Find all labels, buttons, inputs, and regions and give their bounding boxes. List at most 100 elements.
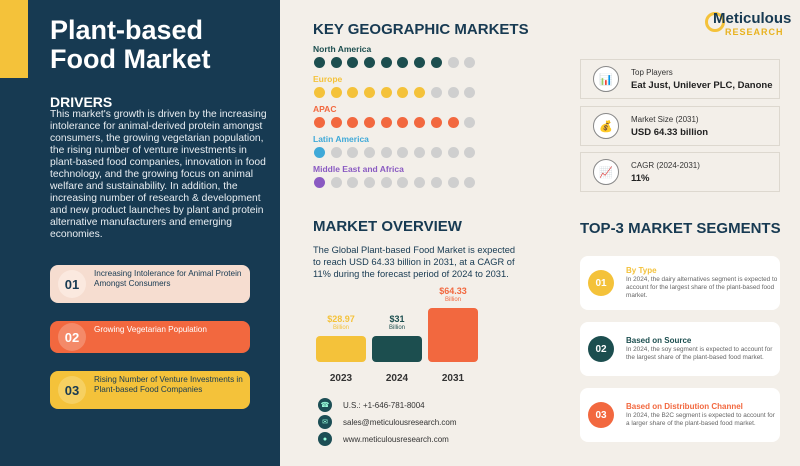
filled-dot	[347, 117, 359, 128]
filled-dot	[314, 177, 325, 188]
filled-dot	[347, 87, 359, 98]
segment-number: 02	[588, 336, 614, 362]
filled-dot	[380, 117, 392, 128]
segment-title: Based on Source	[626, 336, 692, 345]
contact-email[interactable]: ✉ sales@meticulousresearch.com	[318, 415, 457, 429]
bar-2023	[316, 336, 366, 362]
driver-card: 03 Rising Number of Venture Investments …	[50, 371, 250, 409]
info-value: USD 64.33 billion	[631, 126, 709, 138]
empty-dot	[347, 147, 359, 158]
info-label: Top Players	[631, 67, 673, 77]
filled-dot	[314, 57, 325, 68]
segment-title: By Type	[626, 266, 657, 275]
empty-dot	[430, 147, 442, 158]
filled-dot	[380, 87, 392, 98]
filled-dot	[380, 57, 392, 68]
empty-dot	[397, 147, 409, 158]
segment-title: Based on Distribution Channel	[626, 402, 743, 411]
contact-text[interactable]: www.meticulousresearch.com	[343, 434, 449, 444]
contact-phone: ☎ U.S.: +1-646-781-8004	[318, 398, 425, 412]
globe-icon: ●	[318, 432, 332, 446]
bar-value: $31	[389, 313, 405, 324]
empty-dot	[447, 147, 459, 158]
page-title: Plant-based Food Market	[50, 15, 211, 74]
filled-dot	[397, 57, 409, 68]
bar-value: $64.33	[439, 286, 467, 296]
empty-dot	[414, 147, 426, 158]
filled-dot	[397, 87, 409, 98]
empty-dot	[414, 177, 426, 188]
filled-dot	[330, 87, 342, 98]
overview-heading: MARKET OVERVIEW	[313, 218, 462, 235]
segment-text: In 2024, the soy segment is expected to …	[626, 346, 773, 361]
filled-dot	[364, 57, 376, 68]
info-label: CAGR (2024-2031)	[631, 160, 700, 170]
segment-text: In 2024, the dairy alternatives segment …	[626, 276, 778, 299]
bar-unit: Billion	[332, 325, 349, 331]
segment-card: 01 By Type In 2024, the dairy alternative…	[580, 256, 780, 310]
drivers-text: This market's growth is driven by the in…	[50, 109, 267, 240]
bar-value-label: $31 Billion	[367, 313, 427, 333]
phone-icon: ☎	[318, 398, 332, 412]
region-dots	[314, 147, 476, 158]
info-top-players: 📊 Top Players Eat Just, Unilever PLC, Dan…	[580, 59, 780, 99]
logo-name: Meticulous	[713, 10, 792, 27]
money-bag-icon: 💰	[593, 113, 619, 139]
filled-dot	[314, 117, 325, 128]
empty-dot	[464, 117, 476, 128]
driver-number: 02	[58, 323, 86, 351]
region-dots	[314, 87, 476, 98]
filled-dot	[364, 117, 376, 128]
filled-dot	[347, 57, 359, 68]
logo: Meticulous RESEARCH	[705, 10, 795, 37]
filled-dot	[414, 57, 426, 68]
geo-heading: KEY GEOGRAPHIC MARKETS	[313, 21, 529, 38]
region-dots	[314, 117, 476, 128]
empty-dot	[447, 57, 459, 68]
segment-card: 02 Based on Source In 2024, the soy segme…	[580, 322, 780, 376]
filled-dot	[414, 117, 426, 128]
segments-heading: TOP-3 MARKET SEGMENTS	[580, 220, 781, 237]
email-icon: ✉	[318, 415, 332, 429]
logo-sub: RESEARCH	[725, 27, 784, 37]
empty-dot	[430, 87, 442, 98]
driver-card: 02 Growing Vegetarian Population	[50, 321, 250, 353]
driver-number: 03	[58, 376, 86, 404]
driver-text: Growing Vegetarian Population	[94, 325, 207, 334]
magnifier-icon	[705, 12, 725, 32]
bar-value-label: $28.97 Billion	[311, 315, 371, 333]
empty-dot	[364, 147, 376, 158]
filled-dot	[430, 117, 442, 128]
bar-value: $28.97	[327, 314, 355, 324]
empty-dot	[447, 87, 459, 98]
empty-dot	[464, 57, 476, 68]
driver-text: Increasing Intolerance for Animal Protei…	[94, 269, 242, 288]
region-label: Middle East and Africa	[313, 164, 404, 174]
driver-card: 01 Increasing Intolerance for Animal Pro…	[50, 265, 250, 303]
empty-dot	[380, 147, 392, 158]
contact-website[interactable]: ● www.meticulousresearch.com	[318, 432, 449, 446]
region-dots	[314, 177, 476, 188]
region-label: Europe	[313, 74, 343, 84]
growth-chart-icon: 📈	[593, 159, 619, 185]
filled-dot	[330, 117, 342, 128]
empty-dot	[364, 177, 376, 188]
bar-unit: Billion	[388, 324, 405, 331]
contact-text[interactable]: sales@meticulousresearch.com	[343, 417, 457, 427]
contact-text: U.S.: +1-646-781-8004	[343, 400, 425, 410]
filled-dot	[314, 147, 325, 158]
overview-text: The Global Plant-based Food Market is ex…	[313, 245, 516, 279]
bar-2031	[428, 308, 478, 362]
filled-dot	[397, 117, 409, 128]
empty-dot	[330, 177, 342, 188]
segment-number: 01	[588, 270, 614, 296]
filled-dot	[314, 87, 325, 98]
empty-dot	[464, 147, 476, 158]
filled-dot	[364, 87, 376, 98]
year-label: 2023	[329, 373, 353, 384]
region-label: APAC	[313, 104, 337, 114]
info-label: Market Size (2031)	[631, 114, 699, 124]
segment-text: In 2024, the B2C segment is expected to …	[626, 412, 775, 427]
empty-dot	[330, 147, 342, 158]
empty-dot	[464, 177, 476, 188]
